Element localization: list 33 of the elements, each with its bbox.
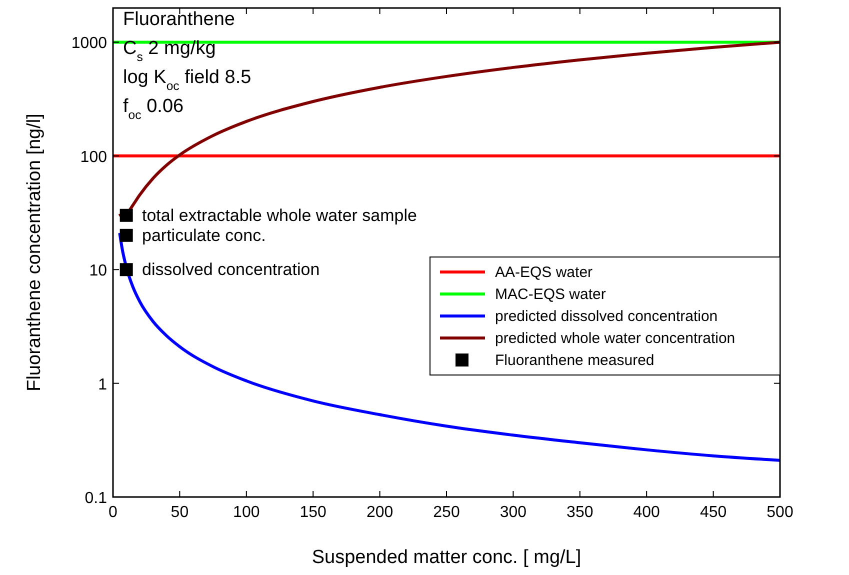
y-tick-label: 100 [80,148,108,166]
x-tick-label: 200 [366,504,394,521]
x-tick-label: 300 [500,504,527,521]
annotation: C$_{s}$ 2 mg/kg [123,38,216,64]
legend-label: Fluoranthene measured [495,352,654,369]
point [120,263,133,276]
x-tick-label: 50 [170,504,189,521]
x-tick-label: 100 [233,504,260,521]
annotation: Fluoranthene [123,9,235,30]
y-tick-label: 10 [89,262,108,280]
x-tick-label: 500 [766,504,794,521]
x-tick-label: 250 [433,504,460,521]
x-tick-label: 0 [108,504,118,521]
x-tick-label: 450 [700,504,727,521]
point [120,208,133,222]
x-axis-title: Suspended matter conc. [ mg/L] [312,547,582,568]
annotation: f$_{oc}$ 0.06 [123,96,184,122]
legend-label: predicted dissolved concentration [495,308,718,325]
x-tick-label: 150 [300,504,327,521]
x-tick-label: 350 [566,504,594,521]
y-tick-label: 1 [98,376,108,394]
y-tick-label: 0.1 [84,490,108,507]
legend-label: MAC-EQS water [495,286,606,303]
x-tick-label: 400 [633,504,660,521]
annotation: log K$_{oc}$ field 8.5 [123,67,252,93]
point [120,228,133,242]
y-tick-label: 1000 [71,35,108,52]
annotation: total extractable whole water sample [142,206,417,225]
annotation: dissolved concentration [142,260,320,279]
legend-label: AA-EQS water [495,264,593,281]
annotation: particulate conc. [142,226,266,245]
y-axis-title: Fluoranthene concentration [ng/l] [24,114,45,392]
legend-label: predicted whole water concentration [495,330,736,347]
